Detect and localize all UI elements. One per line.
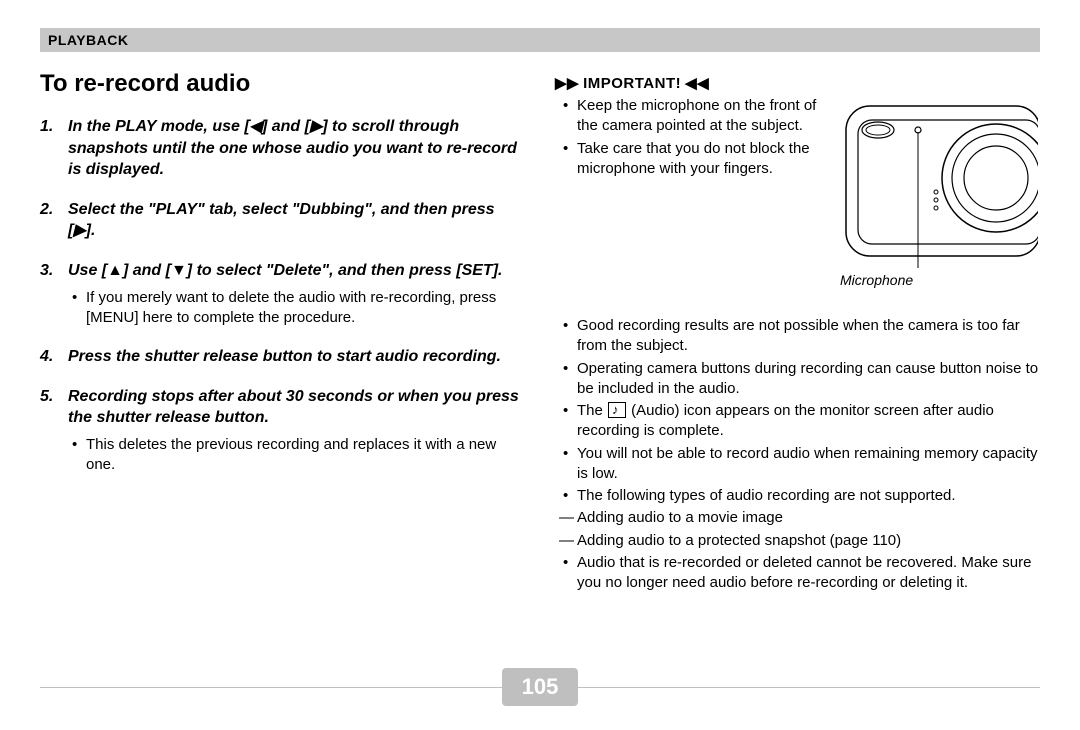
- step-sub-item: If you merely want to delete the audio w…: [86, 288, 525, 329]
- section-header: PLAYBACK: [40, 28, 1040, 52]
- camera-figure: Microphone: [840, 96, 1040, 288]
- important-bullet: The (Audio) icon appears on the monitor …: [577, 401, 1040, 442]
- page-title: To re-record audio: [40, 70, 525, 98]
- footer-rule-right: [578, 687, 1040, 688]
- important-bullet: Keep the microphone on the front of the …: [577, 96, 826, 137]
- step-item: Select the "PLAY" tab, select "Dubbing",…: [68, 199, 525, 242]
- step-item: Press the shutter release button to star…: [68, 346, 525, 368]
- page-footer: 105: [40, 668, 1040, 706]
- important-heading: ▶▶ IMPORTANT! ◀◀: [555, 74, 1040, 92]
- important-bullet: Operating camera buttons during recordin…: [577, 359, 1040, 400]
- important-label: IMPORTANT!: [583, 75, 681, 92]
- important-bullet: The following types of audio recording a…: [577, 486, 1040, 506]
- step-item: Recording stops after about 30 seconds o…: [68, 386, 525, 476]
- content-columns: To re-record audio In the PLAY mode, use…: [40, 66, 1040, 595]
- left-column: To re-record audio In the PLAY mode, use…: [40, 66, 525, 595]
- important-bullet: You will not be able to record audio whe…: [577, 444, 1040, 485]
- important-bottom-bullets: Good recording results are not possible …: [555, 316, 1040, 593]
- step-item: In the PLAY mode, use [◀] and [▶] to scr…: [68, 116, 525, 181]
- right-column: ▶▶ IMPORTANT! ◀◀ Keep the microphone on …: [555, 66, 1040, 595]
- page-number: 105: [502, 668, 579, 706]
- step-sub-item: This deletes the previous recording and …: [86, 435, 525, 476]
- important-bullet: Audio that is re-recorded or deleted can…: [577, 553, 1040, 594]
- important-dash-item: Adding audio to a protected snapshot (pa…: [577, 531, 1040, 551]
- important-top-row: Keep the microphone on the front of the …: [555, 96, 1040, 288]
- important-dash-item: Adding audio to a movie image: [577, 508, 1040, 528]
- footer-rule-left: [40, 687, 502, 688]
- manual-page: PLAYBACK To re-record audio In the PLAY …: [0, 0, 1080, 730]
- important-bullet: Take care that you do not block the micr…: [577, 139, 826, 180]
- step-sub-list: If you merely want to delete the audio w…: [68, 288, 525, 329]
- camera-illustration: [840, 96, 1040, 270]
- steps-list: In the PLAY mode, use [◀] and [▶] to scr…: [40, 116, 525, 475]
- important-icon-right: ◀◀: [685, 74, 709, 92]
- important-top-bullets: Keep the microphone on the front of the …: [555, 96, 826, 181]
- section-header-label: PLAYBACK: [48, 32, 129, 48]
- step-sub-list: This deletes the previous recording and …: [68, 435, 525, 476]
- important-bullet: Good recording results are not possible …: [577, 316, 1040, 357]
- step-item: Use [▲] and [▼] to select "Delete", and …: [68, 260, 525, 328]
- microphone-label: Microphone: [840, 272, 1040, 288]
- important-icon-left: ▶▶: [555, 74, 579, 92]
- audio-icon: [608, 402, 626, 418]
